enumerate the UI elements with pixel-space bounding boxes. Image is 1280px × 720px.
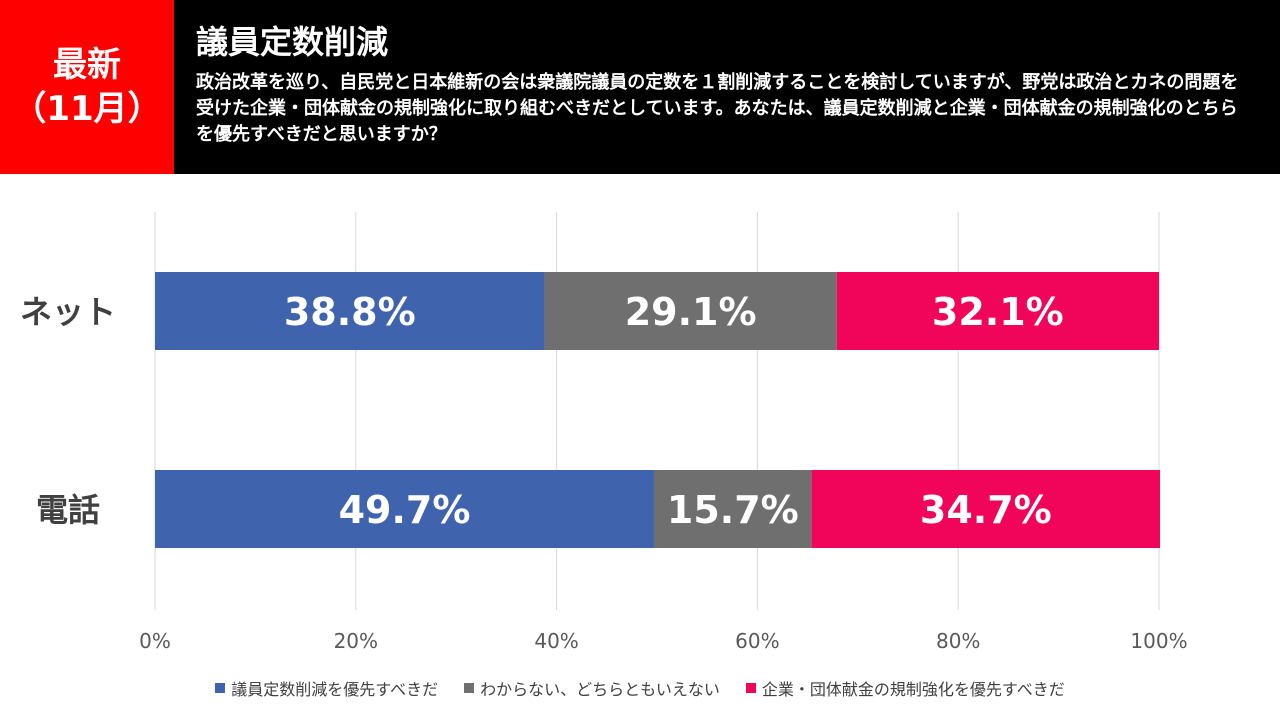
latest-badge: 最新 （11月） <box>0 0 174 174</box>
legend-swatch <box>215 683 226 693</box>
bar-segment <box>155 272 545 350</box>
legend-label: 企業・団体献金の規制強化を優先すべきだ <box>761 680 1065 699</box>
category-label: 電話 <box>36 491 100 529</box>
data-label: 38.8% <box>284 290 416 334</box>
legend-item: 企業・団体献金の規制強化を優先すべきだ <box>745 676 1065 700</box>
bar-segment <box>811 470 1161 548</box>
x-tick-label: 20% <box>334 629 378 653</box>
legend-swatch <box>745 683 756 693</box>
data-label: 15.7% <box>667 488 799 532</box>
x-tick-label: 80% <box>936 629 980 653</box>
bar-segment <box>653 470 812 548</box>
legend-item: 議員定数削減を優先すべきだ <box>215 676 438 700</box>
bar-segment <box>544 272 837 350</box>
legend-label: わからない、どちらともいえない <box>480 680 720 699</box>
x-tick-label: 0% <box>139 629 171 653</box>
stacked-bar-chart: 0% 20% 40% 60% 80% 100% ネット 38.8% 29.1% 32.1% 電話 49… <box>20 212 1188 653</box>
legend-label: 議員定数削減を優先すべきだ <box>231 680 439 699</box>
bar-segment <box>836 272 1159 350</box>
legend-swatch <box>464 683 475 693</box>
x-tick-label: 100% <box>1130 629 1187 653</box>
x-tick-label: 60% <box>735 629 779 653</box>
chart-legend: 議員定数削減を優先すべきだ わからない、どちらともいえない 企業・団体献金の規制強化… <box>0 676 1280 700</box>
category-label: ネット <box>20 293 116 331</box>
page-title: 議員定数削減 <box>196 23 389 61</box>
data-label: 29.1% <box>625 290 757 334</box>
survey-question: 政治改革を巡り、自民党と日本維新の会は衆議院議員の定数を１割削減することを検討し… <box>196 72 1239 145</box>
bar-segment <box>155 470 654 548</box>
x-tick-label: 40% <box>534 629 578 653</box>
badge-label: 最新 <box>53 45 121 85</box>
header-bar: 最新 （11月） 議員定数削減 政治改革を巡り、自民党と日本維新の会は衆議院議員… <box>0 0 1280 174</box>
data-label: 32.1% <box>932 290 1064 334</box>
data-label: 49.7% <box>339 488 471 532</box>
legend-item: わからない、どちらともいえない <box>464 676 720 700</box>
data-label: 34.7% <box>920 488 1052 532</box>
badge-month: （11月） <box>12 89 162 129</box>
